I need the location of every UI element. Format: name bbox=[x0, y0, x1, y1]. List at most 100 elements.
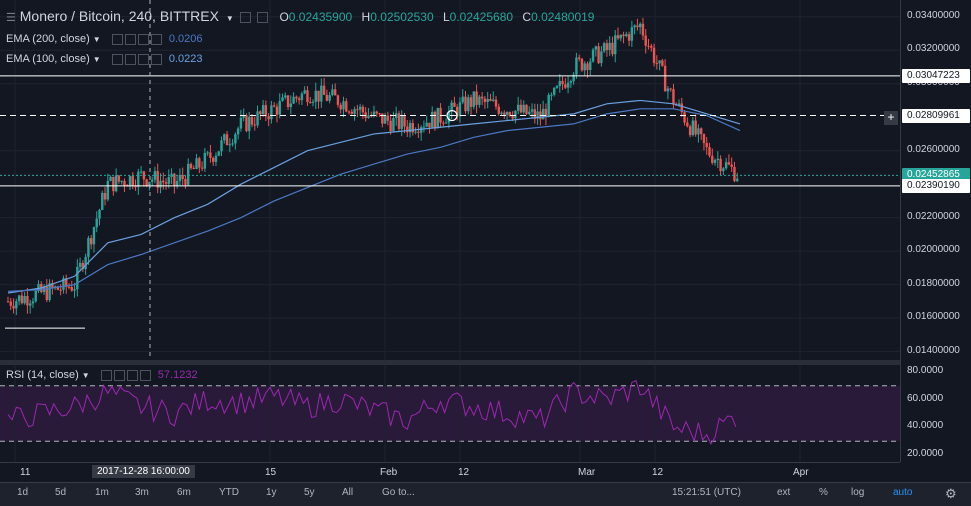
candle-body bbox=[150, 179, 154, 182]
candle-body bbox=[605, 43, 609, 51]
candle-body bbox=[680, 103, 683, 113]
range-1y-button[interactable]: 1y bbox=[266, 487, 277, 498]
candle-body bbox=[220, 140, 223, 152]
candle-body bbox=[98, 209, 101, 219]
candle-body bbox=[109, 176, 112, 181]
candle-body bbox=[444, 122, 448, 124]
candle-body bbox=[711, 155, 714, 163]
candle-body bbox=[112, 176, 115, 192]
range-3m-button[interactable]: 3m bbox=[135, 487, 149, 498]
ext-toggle[interactable]: ext bbox=[777, 487, 791, 498]
candle-body bbox=[655, 63, 659, 65]
ema200-legend[interactable]: EMA (200, close) ▼ 0.0206 bbox=[6, 33, 202, 45]
candle-body bbox=[564, 84, 567, 88]
symbol-title[interactable]: Monero / Bitcoin, 240, BITTREX bbox=[19, 8, 219, 24]
gear-icon[interactable] bbox=[113, 369, 125, 381]
chevron-down-icon[interactable]: ▼ bbox=[225, 14, 234, 23]
ema100-label[interactable]: EMA (100, close) bbox=[6, 53, 90, 65]
log-toggle[interactable]: log bbox=[851, 487, 865, 498]
close-icon[interactable] bbox=[150, 53, 162, 65]
candle-body bbox=[95, 218, 98, 228]
chevron-down-icon[interactable]: ▼ bbox=[92, 35, 101, 44]
chevron-down-icon[interactable]: ▼ bbox=[92, 55, 101, 64]
candle-body bbox=[128, 176, 132, 187]
chevron-down-icon[interactable]: ▼ bbox=[81, 371, 90, 380]
candle-body bbox=[59, 289, 62, 291]
rsi-pane[interactable]: RSI (14, close) ▼ 57.1232 bbox=[0, 365, 900, 462]
candle-body bbox=[322, 85, 326, 95]
range-ytd-button[interactable]: YTD bbox=[219, 487, 239, 498]
settings-icon[interactable] bbox=[239, 11, 251, 23]
auto-toggle[interactable]: auto bbox=[893, 487, 913, 498]
more-icon[interactable] bbox=[137, 53, 149, 65]
candle-body bbox=[248, 116, 251, 132]
close-value: 0.02480019 bbox=[531, 10, 595, 24]
candle-body bbox=[475, 91, 478, 105]
more-icon[interactable] bbox=[137, 33, 149, 45]
candle-body bbox=[356, 109, 359, 111]
range-all-button[interactable]: All bbox=[342, 487, 354, 498]
add-alert-button[interactable]: + bbox=[884, 111, 898, 125]
range-6m-button[interactable]: 6m bbox=[177, 487, 191, 498]
candle-body bbox=[223, 134, 226, 141]
candle-body bbox=[198, 158, 201, 168]
open-label: O bbox=[279, 10, 289, 24]
candle-body bbox=[699, 128, 703, 134]
candle-body bbox=[70, 287, 73, 291]
legend-icon[interactable]: ☰ bbox=[6, 12, 16, 24]
candle-body bbox=[134, 185, 137, 188]
rsi-chart[interactable] bbox=[0, 365, 900, 462]
percent-toggle[interactable]: % bbox=[819, 487, 828, 498]
ema200-label[interactable]: EMA (200, close) bbox=[6, 33, 90, 45]
candle-body bbox=[9, 301, 12, 306]
settings-icon[interactable] bbox=[256, 11, 268, 23]
candle-body bbox=[106, 180, 110, 200]
ema100-legend[interactable]: EMA (100, close) ▼ 0.0223 bbox=[6, 53, 202, 65]
eye-icon[interactable] bbox=[100, 369, 112, 381]
ema100-line bbox=[7, 99, 741, 294]
candle-body bbox=[508, 112, 512, 117]
candle-body bbox=[544, 108, 548, 117]
range-5y-button[interactable]: 5y bbox=[304, 487, 315, 498]
candle-body bbox=[256, 111, 259, 126]
candle-body bbox=[663, 65, 667, 92]
time-tick-label: 11 bbox=[20, 467, 31, 478]
gear-icon[interactable] bbox=[124, 53, 136, 65]
range-5d-button[interactable]: 5d bbox=[55, 487, 67, 498]
gear-icon[interactable] bbox=[124, 33, 136, 45]
candle-body bbox=[78, 262, 82, 267]
candle-body bbox=[23, 295, 26, 304]
more-icon[interactable] bbox=[126, 369, 138, 381]
time-tick-label: 12 bbox=[458, 467, 470, 478]
rsi-tick-label: 40.0000 bbox=[907, 420, 944, 432]
candle-body bbox=[408, 123, 412, 133]
crosshair-marker bbox=[446, 109, 458, 122]
eye-icon[interactable] bbox=[111, 33, 123, 45]
candle-body bbox=[450, 102, 453, 112]
candle-body bbox=[45, 286, 49, 301]
close-icon[interactable] bbox=[150, 33, 162, 45]
time-tick-label: Feb bbox=[380, 467, 398, 478]
candle-body bbox=[267, 116, 270, 120]
candle-body bbox=[586, 63, 589, 70]
candle-body bbox=[148, 181, 151, 186]
gear-icon[interactable]: ⚙ bbox=[945, 486, 957, 501]
candle-body bbox=[553, 87, 556, 95]
candle-body bbox=[372, 111, 376, 116]
time-axis[interactable]: 2017-12-28 16:00:00 11 15 Feb 12 Mar 12 Apr bbox=[0, 462, 900, 483]
eye-icon[interactable] bbox=[111, 53, 123, 65]
close-label: C bbox=[522, 10, 532, 24]
range-1d-button[interactable]: 1d bbox=[17, 487, 29, 498]
candle-body bbox=[522, 104, 525, 113]
goto-button[interactable]: Go to... bbox=[382, 487, 415, 498]
candle-body bbox=[173, 173, 176, 186]
candle-body bbox=[697, 128, 700, 135]
main-chart-pane[interactable]: ☰ Monero / Bitcoin, 240, BITTREX ▼ O 0.02… bbox=[0, 0, 900, 360]
range-1m-button[interactable]: 1m bbox=[95, 487, 109, 498]
rsi-legend[interactable]: RSI (14, close) ▼ 57.1232 bbox=[6, 369, 198, 381]
price-scale[interactable]: 0.034000000.032000000.030000000.02600000… bbox=[900, 0, 971, 462]
pane-separator[interactable] bbox=[0, 360, 971, 365]
price-chart[interactable] bbox=[0, 0, 900, 360]
rsi-label[interactable]: RSI (14, close) bbox=[6, 369, 79, 381]
close-icon[interactable] bbox=[139, 369, 151, 381]
